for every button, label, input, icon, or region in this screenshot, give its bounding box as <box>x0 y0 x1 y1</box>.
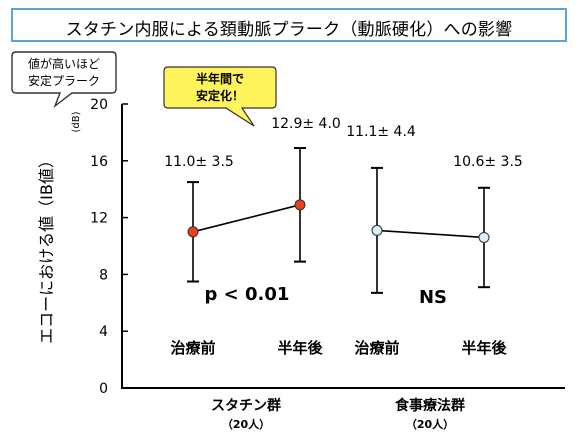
note-callout-line-2: 安定プラーク <box>28 73 100 88</box>
y-axis-label: エコーにおける値（IB値） <box>37 152 56 344</box>
highlight-callout-line-2: 安定化！ <box>196 88 244 103</box>
y-tick-label: 12 <box>90 211 108 227</box>
data-label: 12.9± 4.0 <box>271 116 341 132</box>
highlight-callout-line-1: 半年間で <box>196 71 244 86</box>
group-label: スタチン群 <box>211 397 281 414</box>
data-label: 11.1± 4.4 <box>346 124 416 140</box>
group-label: 食事療法群 <box>395 397 465 414</box>
significance-label: p < 0.01 <box>205 284 290 305</box>
data-point <box>187 226 199 238</box>
y-tick-label: 8 <box>99 267 108 283</box>
data-point <box>371 224 383 236</box>
x-category-label: 半年後 <box>461 339 507 357</box>
data-point <box>294 199 306 211</box>
significance-label: NS <box>419 287 447 308</box>
y-tick-label: 16 <box>90 154 108 170</box>
y-tick-label: 20 <box>90 97 108 113</box>
x-category-label: 治療前 <box>170 339 215 357</box>
page-title: スタチン内服による頚動脈プラーク（動脈硬化）への影響 <box>65 20 513 40</box>
note-callout: 値が高いほど 安定プラーク <box>11 51 117 109</box>
y-tick-label: 0 <box>99 381 108 397</box>
y-axis-unit: (dB) <box>71 111 82 132</box>
group-count-label: （20人） <box>222 417 270 431</box>
series-line <box>376 229 485 239</box>
highlight-callout: 半年間で 安定化！ <box>163 66 277 127</box>
note-callout-line-1: 値が高いほど <box>28 56 100 71</box>
x-category-label: 治療前 <box>354 339 399 357</box>
data-label: 11.0± 3.5 <box>164 154 234 170</box>
title-box: スタチン内服による頚動脈プラーク（動脈硬化）への影響 <box>11 8 567 42</box>
x-category-label: 半年後 <box>277 339 323 357</box>
data-point <box>478 231 490 243</box>
group-count-label: （20人） <box>406 417 454 431</box>
data-label: 10.6± 3.5 <box>453 154 523 170</box>
series-line <box>192 204 301 233</box>
y-tick-label: 4 <box>99 324 108 340</box>
